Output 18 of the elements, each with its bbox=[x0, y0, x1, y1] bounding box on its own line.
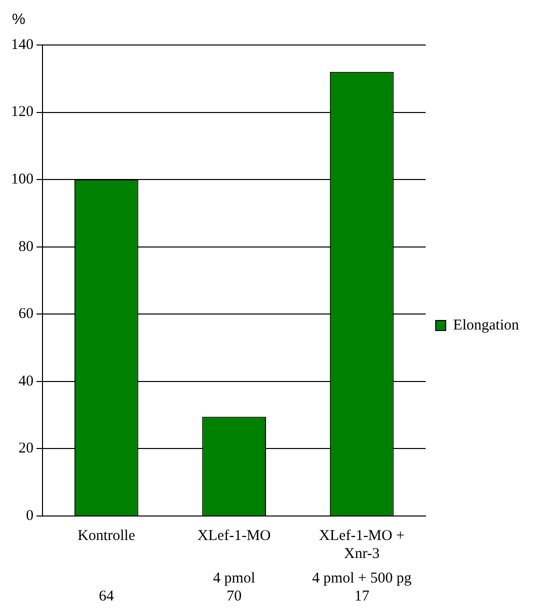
y-tick-label: 0 bbox=[26, 508, 34, 524]
text: 70 bbox=[226, 588, 242, 604]
y-tick-label: 80 bbox=[18, 238, 34, 255]
text: 4 pmol + 500 pg bbox=[312, 570, 412, 586]
legend-label: Elongation bbox=[453, 317, 520, 334]
x-tick-label: XLef-1-MO bbox=[197, 528, 271, 544]
text: 17 bbox=[354, 588, 370, 604]
y-axis-title: % bbox=[12, 11, 26, 28]
y-tick-label: 60 bbox=[18, 306, 34, 322]
text: 4 pmol bbox=[213, 570, 256, 586]
y-tick-label: 40 bbox=[18, 373, 34, 390]
y-tick-label: 120 bbox=[11, 104, 34, 120]
x-tick-label: Kontrolle bbox=[78, 528, 136, 544]
y-tick-label: 20 bbox=[18, 440, 34, 457]
x-tick-label: XLef-1-MO + Xnr-3 bbox=[319, 528, 405, 562]
y-tick-label: 140 bbox=[11, 36, 34, 53]
y-tick-label: 100 bbox=[11, 172, 34, 188]
text: 64 bbox=[98, 588, 114, 604]
